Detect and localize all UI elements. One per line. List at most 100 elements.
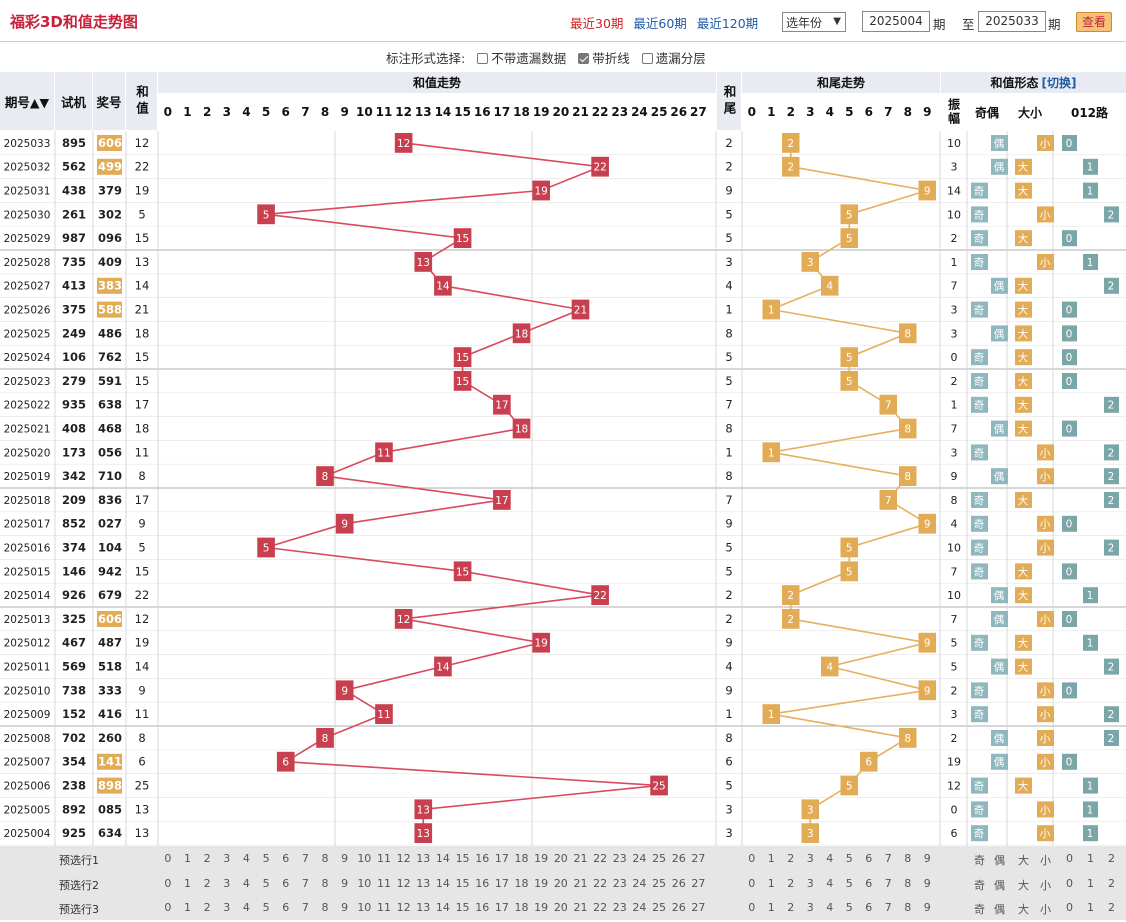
preselect-sum-11[interactable]: 11 [376, 876, 391, 890]
preselect-sum-12[interactable]: 12 [396, 876, 411, 890]
preselect-tail-7[interactable]: 7 [884, 852, 892, 865]
preselect-tail-4[interactable]: 4 [826, 876, 834, 890]
preselect-sum-27[interactable]: 27 [691, 901, 706, 914]
preselect-sum-4[interactable]: 4 [242, 876, 250, 890]
preselect-sum-9[interactable]: 9 [341, 901, 349, 914]
preselect-tail-1[interactable]: 1 [767, 852, 775, 865]
preselect-sum-3[interactable]: 3 [223, 901, 231, 914]
preselect-sum-1[interactable]: 1 [183, 852, 191, 865]
preselect-tail-6[interactable]: 6 [865, 876, 873, 890]
year-select[interactable]: 选年份 ▼ [782, 12, 846, 32]
preselect-tail-5[interactable]: 5 [845, 852, 853, 865]
preselect-sum-7[interactable]: 7 [301, 876, 309, 890]
preselect-sum-10[interactable]: 10 [357, 852, 372, 865]
preselect-tail-8[interactable]: 8 [904, 901, 912, 914]
preselect-sum-7[interactable]: 7 [301, 901, 309, 914]
preselect-tail-8[interactable]: 8 [904, 876, 912, 890]
preselect-tail-1[interactable]: 1 [767, 901, 775, 914]
preselect-tail-6[interactable]: 6 [865, 901, 873, 914]
preselect-road-2[interactable]: 2 [1108, 852, 1115, 865]
preselect-sum-25[interactable]: 25 [652, 901, 667, 914]
preselect-tail-0[interactable]: 0 [748, 901, 756, 914]
preselect-tail-2[interactable]: 2 [787, 876, 795, 890]
preselect-big[interactable]: 大 [1018, 854, 1029, 867]
preselect-sum-5[interactable]: 5 [262, 876, 270, 890]
preselect-sum-0[interactable]: 0 [164, 852, 172, 865]
preselect-big[interactable]: 大 [1018, 878, 1029, 892]
preselect-tail-3[interactable]: 3 [806, 852, 814, 865]
preselect-tail-4[interactable]: 4 [826, 901, 834, 914]
preselect-small[interactable]: 小 [1040, 854, 1051, 867]
preselect-sum-13[interactable]: 13 [416, 852, 431, 865]
preselect-small[interactable]: 小 [1040, 903, 1051, 916]
preselect-sum-21[interactable]: 21 [573, 901, 588, 914]
preselect-tail-2[interactable]: 2 [787, 901, 795, 914]
preselect-tail-2[interactable]: 2 [787, 852, 795, 865]
preselect-even[interactable]: 偶 [994, 854, 1005, 867]
preselect-big[interactable]: 大 [1018, 903, 1029, 916]
preselect-sum-15[interactable]: 15 [455, 901, 470, 914]
preselect-sum-2[interactable]: 2 [203, 876, 211, 890]
to-issue-input[interactable]: 2025033 [978, 11, 1046, 32]
preselect-sum-0[interactable]: 0 [164, 876, 172, 890]
preselect-sum-16[interactable]: 16 [475, 852, 490, 865]
preselect-sum-13[interactable]: 13 [416, 876, 431, 890]
preselect-sum-11[interactable]: 11 [376, 901, 391, 914]
preselect-odd[interactable]: 奇 [974, 854, 985, 867]
preselect-sum-27[interactable]: 27 [691, 876, 706, 890]
preselect-sum-6[interactable]: 6 [282, 852, 290, 865]
preselect-sum-18[interactable]: 18 [514, 876, 529, 890]
switch-link[interactable]: [切换] [1041, 76, 1077, 90]
preselect-sum-22[interactable]: 22 [593, 901, 608, 914]
preselect-row-1[interactable]: 预选行1 [59, 854, 99, 867]
preselect-sum-17[interactable]: 17 [494, 876, 509, 890]
option-layered[interactable]: 遗漏分层 [634, 51, 706, 66]
preselect-sum-1[interactable]: 1 [183, 901, 191, 914]
preselect-sum-14[interactable]: 14 [435, 901, 450, 914]
preselect-road-1[interactable]: 1 [1087, 852, 1094, 865]
preselect-sum-17[interactable]: 17 [494, 852, 509, 865]
period-link-1[interactable]: 最近60期 [633, 16, 687, 31]
preselect-road-0[interactable]: 0 [1066, 852, 1073, 865]
preselect-tail-3[interactable]: 3 [806, 876, 814, 890]
preselect-sum-23[interactable]: 23 [612, 852, 627, 865]
preselect-sum-24[interactable]: 24 [632, 852, 647, 865]
option-with-line[interactable]: 带折线 [570, 51, 630, 66]
preselect-sum-19[interactable]: 19 [534, 901, 549, 914]
preselect-tail-7[interactable]: 7 [884, 901, 892, 914]
preselect-sum-9[interactable]: 9 [341, 876, 349, 890]
preselect-road-2[interactable]: 2 [1108, 901, 1115, 914]
preselect-sum-20[interactable]: 20 [553, 852, 568, 865]
preselect-tail-0[interactable]: 0 [748, 876, 756, 890]
period-link-0[interactable]: 最近30期 [570, 16, 624, 31]
preselect-sum-3[interactable]: 3 [223, 852, 231, 865]
preselect-sum-5[interactable]: 5 [262, 852, 270, 865]
preselect-sum-19[interactable]: 19 [534, 876, 549, 890]
preselect-even[interactable]: 偶 [994, 903, 1005, 916]
preselect-sum-1[interactable]: 1 [183, 876, 191, 890]
preselect-road-0[interactable]: 0 [1066, 876, 1073, 890]
preselect-road-1[interactable]: 1 [1087, 876, 1094, 890]
preselect-sum-18[interactable]: 18 [514, 901, 529, 914]
preselect-tail-9[interactable]: 9 [923, 901, 931, 914]
preselect-sum-17[interactable]: 17 [494, 901, 509, 914]
preselect-sum-13[interactable]: 13 [416, 901, 431, 914]
preselect-road-0[interactable]: 0 [1066, 901, 1073, 914]
preselect-tail-7[interactable]: 7 [884, 876, 892, 890]
preselect-tail-3[interactable]: 3 [806, 901, 814, 914]
preselect-sum-23[interactable]: 23 [612, 901, 627, 914]
preselect-odd[interactable]: 奇 [974, 903, 985, 916]
preselect-sum-21[interactable]: 21 [573, 876, 588, 890]
preselect-odd[interactable]: 奇 [974, 878, 985, 892]
preselect-sum-16[interactable]: 16 [475, 901, 490, 914]
preselect-sum-25[interactable]: 25 [652, 852, 667, 865]
preselect-sum-7[interactable]: 7 [301, 852, 309, 865]
preselect-sum-14[interactable]: 14 [435, 852, 450, 865]
checkbox-icon[interactable] [477, 53, 489, 64]
preselect-sum-8[interactable]: 8 [321, 876, 329, 890]
preselect-sum-16[interactable]: 16 [475, 876, 490, 890]
preselect-tail-5[interactable]: 5 [845, 901, 853, 914]
preselect-sum-0[interactable]: 0 [164, 901, 172, 914]
checkbox-icon[interactable] [641, 53, 653, 64]
preselect-sum-4[interactable]: 4 [242, 852, 250, 865]
